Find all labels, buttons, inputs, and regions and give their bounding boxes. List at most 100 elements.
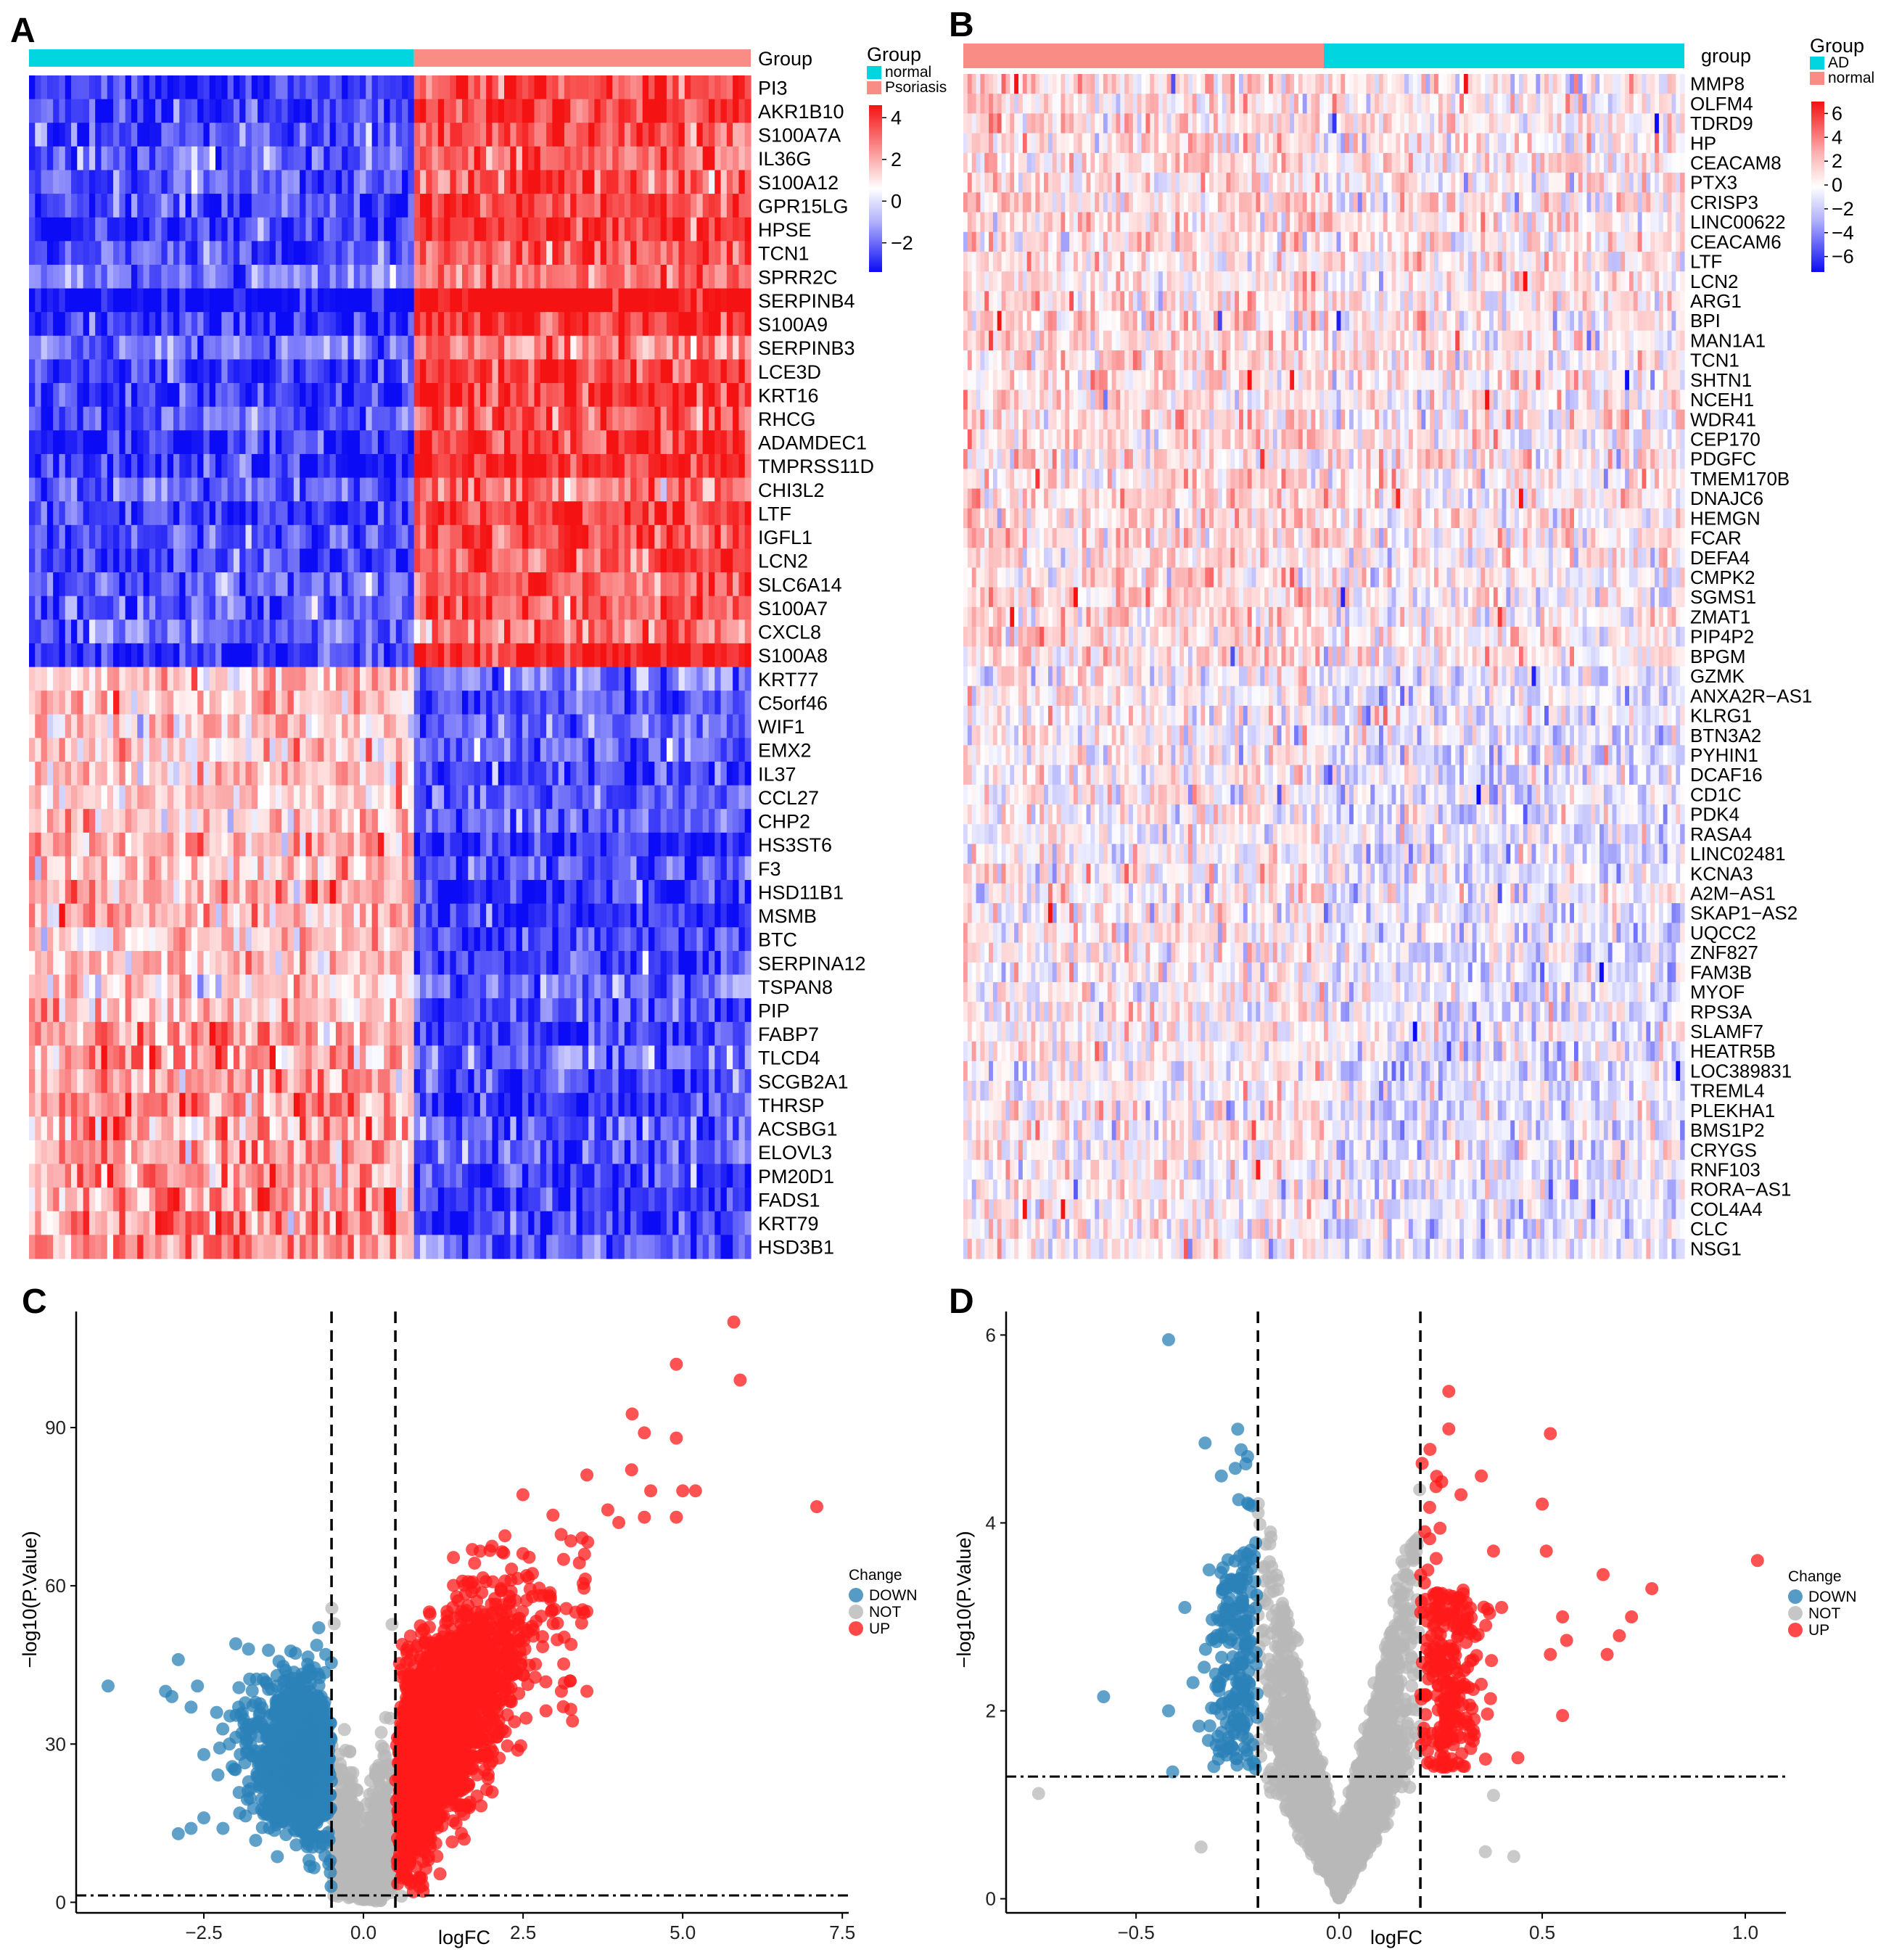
- heatmap-cell: [432, 241, 439, 265]
- heatmap-cell: [125, 75, 132, 99]
- heatmap-cell: [35, 241, 41, 265]
- heatmap-cell: [125, 194, 132, 218]
- heatmap-cell: [468, 312, 474, 336]
- heatmap-cell: [679, 170, 685, 194]
- heatmap-cell: [654, 170, 661, 194]
- heatmap-cell: [168, 75, 174, 99]
- heatmap-cell: [197, 265, 204, 289]
- heatmap-cell: [155, 170, 162, 194]
- heatmap-cell: [144, 336, 150, 360]
- heatmap-cell: [77, 289, 83, 313]
- heatmap-cell: [426, 241, 432, 265]
- heatmap-cell: [402, 123, 408, 147]
- heatmap-cell: [215, 241, 222, 265]
- heatmap-cell: [47, 265, 54, 289]
- heatmap-cell: [305, 147, 312, 170]
- heatmap-cell: [528, 194, 535, 218]
- heatmap-cell: [71, 312, 78, 336]
- heatmap-cell: [408, 336, 414, 360]
- heatmap-cell: [703, 289, 709, 313]
- heatmap-cell: [745, 75, 751, 99]
- heatmap-cell: [444, 218, 450, 242]
- heatmap-cell: [294, 99, 300, 123]
- heatmap-cell: [745, 265, 751, 289]
- heatmap-cell: [384, 289, 390, 313]
- heatmap-cell: [197, 75, 204, 99]
- heatmap-cell: [197, 194, 204, 218]
- heatmap-cell: [95, 194, 102, 218]
- heatmap-cell: [192, 241, 198, 265]
- heatmap-cell: [59, 147, 65, 170]
- heatmap-cell: [438, 75, 445, 99]
- heatmap-cell: [59, 289, 65, 313]
- heatmap-cell: [186, 312, 192, 336]
- heatmap-cell: [276, 99, 282, 123]
- heatmap-cell: [294, 170, 300, 194]
- heatmap-cell: [281, 99, 288, 123]
- heatmap-cell: [438, 147, 445, 170]
- heatmap-cell: [312, 194, 318, 218]
- heatmap-cell: [270, 194, 276, 218]
- heatmap-cell: [654, 336, 661, 360]
- heatmap-cell: [228, 289, 234, 313]
- heatmap-cell: [347, 312, 354, 336]
- heatmap-cell: [372, 123, 379, 147]
- heatmap-cell: [390, 265, 397, 289]
- heatmap-cell: [721, 99, 728, 123]
- heatmap-cell: [378, 265, 384, 289]
- heatmap-cell: [203, 336, 210, 360]
- heatmap-cell: [168, 241, 174, 265]
- heatmap-cell: [570, 218, 577, 242]
- heatmap-cell: [239, 99, 246, 123]
- heatmap-cell: [691, 123, 697, 147]
- heatmap-cell: [192, 147, 198, 170]
- heatmap-cell: [125, 147, 132, 170]
- heatmap-cell: [83, 265, 90, 289]
- heatmap-cell: [630, 123, 637, 147]
- heatmap-cell: [612, 170, 619, 194]
- heatmap-cell: [221, 147, 228, 170]
- heatmap-cell: [438, 170, 445, 194]
- heatmap-cell: [372, 170, 379, 194]
- heatmap-cell: [408, 241, 414, 265]
- heatmap-cell: [498, 75, 505, 99]
- heatmap-cell: [197, 289, 204, 313]
- heatmap-cell: [228, 99, 234, 123]
- heatmap-cell: [102, 99, 108, 123]
- heatmap-cell: [197, 241, 204, 265]
- heatmap-cell: [667, 170, 673, 194]
- heatmap-cell: [420, 123, 427, 147]
- heatmap-cell: [721, 75, 728, 99]
- heatmap-cell: [577, 170, 583, 194]
- heatmap-cell: [619, 241, 625, 265]
- heatmap-cell: [384, 123, 390, 147]
- heatmap-cell: [215, 170, 222, 194]
- heatmap-cell: [535, 312, 541, 336]
- heatmap-cell: [354, 265, 361, 289]
- heatmap-cell: [480, 170, 487, 194]
- heatmap-cell: [559, 312, 565, 336]
- heatmap-cell: [318, 218, 324, 242]
- heatmap-cell: [71, 265, 78, 289]
- heatmap-cell: [474, 194, 481, 218]
- heatmap-cell: [312, 99, 318, 123]
- heatmap-cell: [354, 99, 361, 123]
- heatmap-cell: [83, 123, 90, 147]
- heatmap-cell: [672, 147, 679, 170]
- heatmap-cell: [41, 218, 48, 242]
- heatmap-cell: [733, 194, 739, 218]
- heatmap-cell: [228, 218, 234, 242]
- heatmap-cell: [137, 241, 144, 265]
- heatmap-cell: [625, 194, 631, 218]
- heatmap-cell: [144, 147, 150, 170]
- heatmap-cell: [131, 170, 138, 194]
- heatmap-cell: [102, 241, 108, 265]
- heatmap-cell: [636, 99, 643, 123]
- heatmap-cell: [745, 289, 751, 313]
- heatmap-cell: [468, 123, 474, 147]
- heatmap-cell: [510, 336, 516, 360]
- heatmap-cell: [144, 123, 150, 147]
- heatmap-cell: [330, 336, 337, 360]
- heatmap-cell: [342, 218, 348, 242]
- heatmap-cell: [221, 170, 228, 194]
